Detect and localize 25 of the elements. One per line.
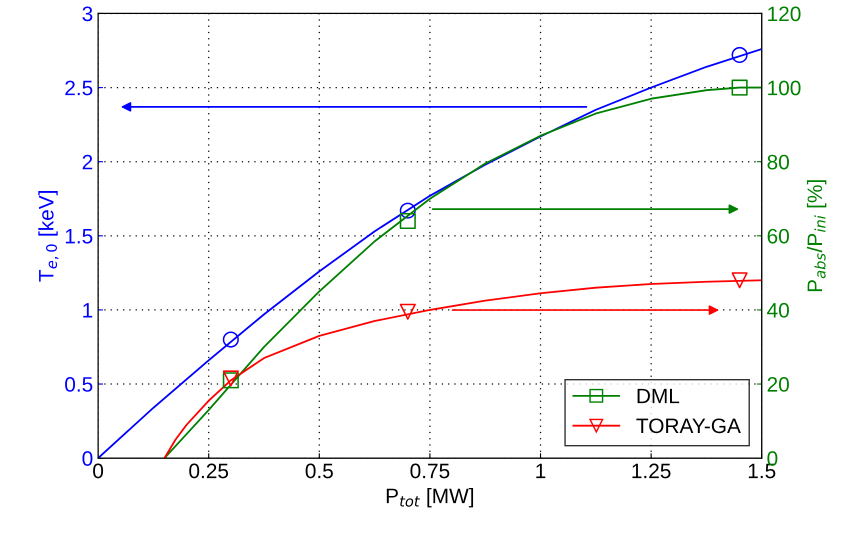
y-tick-label: 1 bbox=[83, 303, 92, 318]
x-tick-label: 1.25 bbox=[632, 464, 671, 478]
x-tick-label: 0.75 bbox=[410, 464, 450, 478]
x-tick-label: 0.5 bbox=[306, 464, 333, 478]
y-tick-label: 2 bbox=[82, 154, 92, 170]
y-tick-label: 1.5 bbox=[66, 229, 92, 244]
y-tick-label: 0.5 bbox=[65, 377, 92, 392]
y2-tick-label: 100 bbox=[768, 80, 801, 96]
x-axis-title: P$_{tot}$ [MW] bbox=[386, 488, 474, 508]
y2-axis-title: P$_{abs}$/P$_{ini}$ [%] bbox=[806, 180, 826, 292]
y-tick-label: 3 bbox=[82, 6, 92, 22]
y-tick-label: 0 bbox=[82, 451, 92, 466]
y2-tick-label: 40 bbox=[767, 302, 789, 318]
y2-tick-label: 60 bbox=[768, 228, 789, 244]
legend-label: DML bbox=[638, 388, 680, 404]
y2-tick-label: 20 bbox=[768, 377, 789, 392]
x-tick-label: 1 bbox=[536, 464, 546, 478]
y2-tick-label: 80 bbox=[767, 154, 789, 170]
legend-label: TORAY-GA bbox=[636, 418, 741, 434]
y2-tick-label: 0 bbox=[767, 451, 778, 466]
y2-tick-label: 120 bbox=[768, 6, 801, 22]
x-tick-label: 0 bbox=[93, 464, 104, 478]
x-tick-label: 0.25 bbox=[189, 464, 228, 478]
y-axis-title: T$_{e,0}$ [keV] bbox=[38, 191, 59, 282]
y-tick-label: 2.5 bbox=[65, 80, 92, 96]
